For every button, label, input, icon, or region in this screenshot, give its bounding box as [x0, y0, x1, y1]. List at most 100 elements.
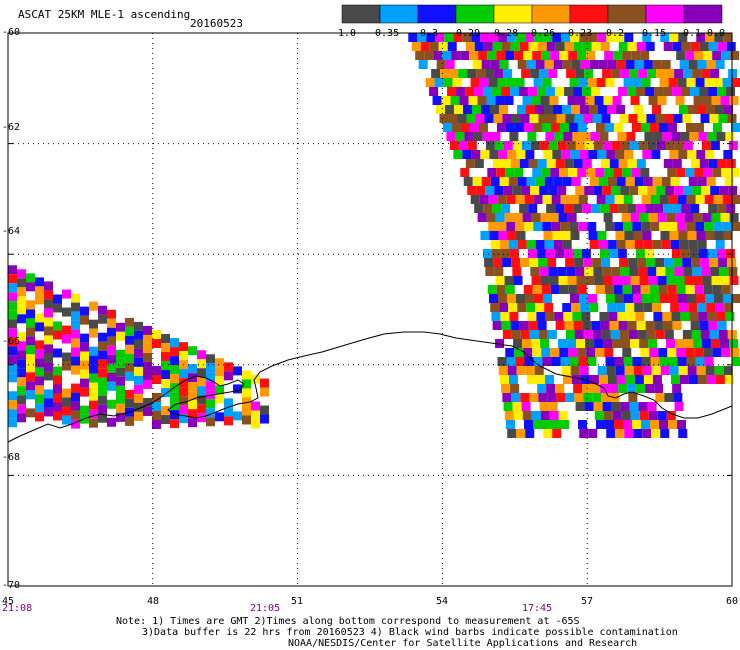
- data-cell: [603, 339, 613, 348]
- data-cell: [562, 177, 572, 186]
- data-cell: [680, 132, 690, 141]
- y-tick-label: -60: [2, 27, 21, 38]
- data-cell: [424, 51, 434, 60]
- data-cell: [674, 186, 684, 195]
- data-cell: [690, 87, 700, 96]
- data-cell: [107, 318, 116, 328]
- data-cell: [661, 60, 671, 69]
- data-cell: [107, 336, 116, 346]
- data-cell: [44, 326, 53, 336]
- data-cell: [188, 400, 197, 410]
- data-cell: [474, 204, 484, 213]
- data-cell: [477, 96, 487, 105]
- data-cell: [719, 186, 729, 195]
- data-cell: [685, 51, 695, 60]
- data-cell: [188, 346, 197, 356]
- data-cell: [609, 321, 619, 330]
- data-cell: [17, 305, 26, 315]
- data-cell: [26, 273, 35, 283]
- data-cell: [500, 249, 510, 258]
- data-cell: [550, 285, 560, 294]
- data-cell: [694, 348, 704, 357]
- data-cell: [623, 294, 633, 303]
- data-cell: [589, 60, 599, 69]
- data-cell: [602, 186, 612, 195]
- data-cell: [477, 213, 487, 222]
- data-cell: [573, 384, 583, 393]
- data-cell: [614, 195, 624, 204]
- data-cell: [620, 186, 630, 195]
- data-cell: [496, 168, 506, 177]
- data-cell: [641, 195, 651, 204]
- data-cell: [552, 33, 562, 42]
- data-cell: [143, 379, 152, 389]
- data-cell: [569, 78, 579, 87]
- data-cell: [665, 267, 675, 276]
- data-cell: [472, 177, 482, 186]
- data-cell: [721, 348, 731, 357]
- data-cell: [499, 375, 509, 384]
- data-cell: [714, 33, 724, 42]
- data-cell: [560, 195, 570, 204]
- data-cell: [654, 87, 664, 96]
- colorbar-swatch: [341, 4, 381, 24]
- data-cell: [512, 402, 522, 411]
- data-cell: [143, 352, 152, 362]
- data-cell: [626, 132, 636, 141]
- data-cell: [679, 375, 689, 384]
- data-cell: [515, 294, 525, 303]
- data-cell: [537, 384, 547, 393]
- data-cell: [598, 240, 608, 249]
- data-cell: [498, 150, 508, 159]
- data-cell: [560, 420, 570, 429]
- data-cell: [696, 33, 706, 42]
- data-cell: [206, 408, 215, 418]
- data-cell: [483, 87, 493, 96]
- data-cell: [532, 348, 542, 357]
- data-cell: [551, 195, 561, 204]
- data-cell: [731, 195, 740, 204]
- data-cell: [620, 69, 630, 78]
- data-cell: [563, 312, 573, 321]
- data-cell: [468, 96, 478, 105]
- data-cell: [701, 69, 711, 78]
- data-cell: [501, 321, 511, 330]
- data-cell: [676, 285, 686, 294]
- data-cell: [251, 374, 260, 384]
- data-cell: [116, 322, 125, 332]
- data-cell: [550, 123, 560, 132]
- data-cell: [534, 366, 544, 375]
- data-cell: [143, 406, 152, 416]
- data-cell: [8, 373, 17, 383]
- colorbar-label: -0.29: [450, 28, 481, 39]
- data-cell: [658, 348, 668, 357]
- data-cell: [663, 321, 673, 330]
- data-cell: [546, 87, 556, 96]
- data-cell: [581, 249, 591, 258]
- data-cell: [71, 347, 80, 357]
- data-cell: [587, 357, 597, 366]
- data-cell: [455, 132, 465, 141]
- data-cell: [520, 393, 530, 402]
- data-cell: [44, 389, 53, 399]
- data-cell: [528, 159, 538, 168]
- data-cell: [643, 375, 653, 384]
- data-cell: [544, 375, 554, 384]
- data-cell: [579, 429, 589, 438]
- data-cell: [465, 159, 475, 168]
- data-cell: [565, 393, 575, 402]
- data-cell: [152, 329, 161, 339]
- data-cell: [659, 78, 669, 87]
- data-cell: [567, 96, 577, 105]
- data-cell: [722, 195, 732, 204]
- data-cell: [143, 334, 152, 344]
- data-cell: [215, 385, 224, 395]
- data-cell: [709, 258, 719, 267]
- data-cell: [693, 213, 703, 222]
- data-cell: [718, 114, 728, 123]
- data-cell: [660, 366, 670, 375]
- data-cell: [546, 204, 556, 213]
- data-cell: [17, 368, 26, 378]
- data-cell: [602, 267, 612, 276]
- data-cell: [629, 267, 639, 276]
